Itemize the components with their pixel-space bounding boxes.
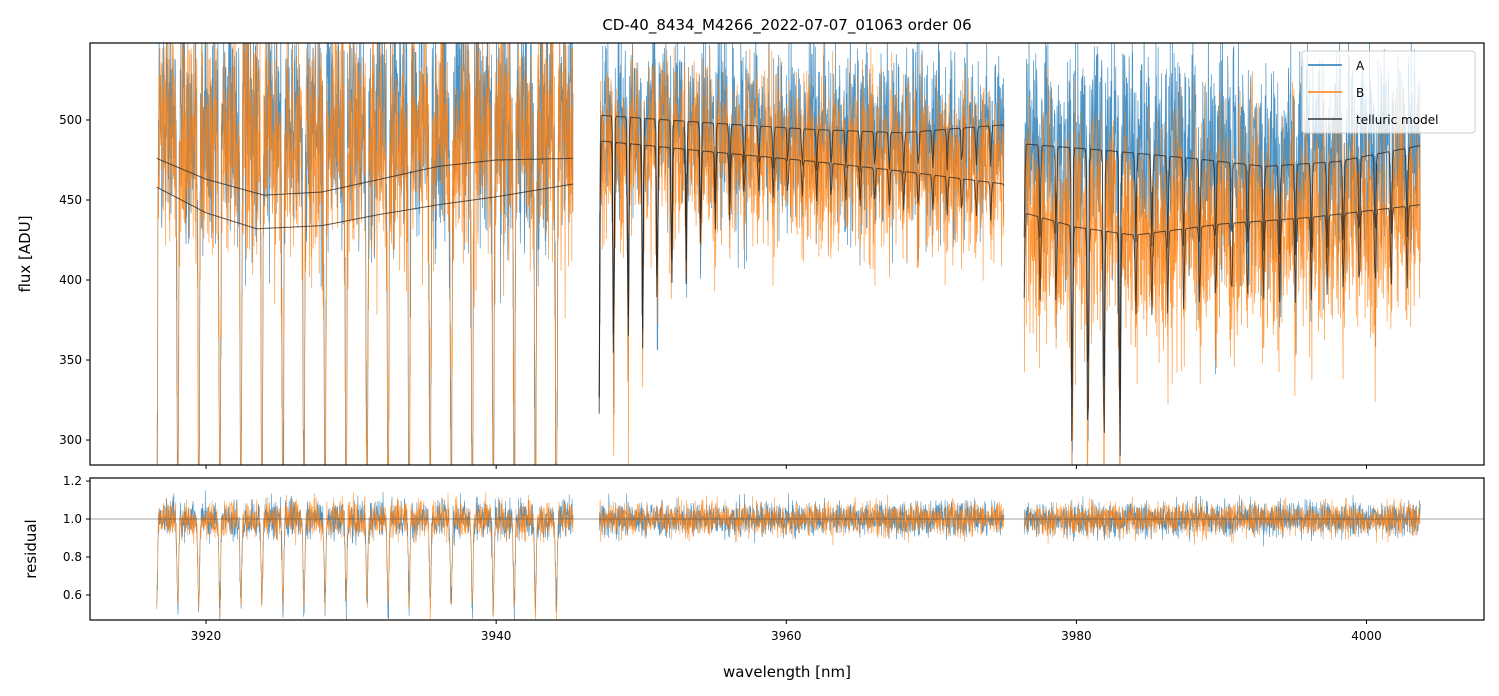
legend-label-a: A: [1356, 59, 1365, 73]
y-axis-label-top: flux [ADU]: [16, 215, 34, 292]
residual-line-b-segment-1: [156, 491, 574, 620]
x-tick-label-3960: 3960: [771, 629, 802, 643]
y-tick-label-bottom-1.2: 1.2: [63, 474, 82, 488]
x-tick-label-3920: 3920: [191, 629, 222, 643]
residual-line-b-segment-3: [1023, 496, 1421, 545]
residual-line-b-segment-2: [598, 494, 1005, 546]
flux-line-b-segment-2: [598, 43, 1005, 465]
y-axis-label-bottom: residual: [22, 519, 40, 578]
residual-panel-frame: [89, 477, 1485, 621]
flux-line-a-segment-1: [156, 43, 574, 465]
x-tick-label-3980: 3980: [1061, 629, 1092, 643]
flux-line-b-segment-1: [157, 43, 574, 465]
y-tick-label-top-300: 300: [59, 433, 82, 447]
telluric-model-b-segment-1: [156, 183, 574, 230]
legend: A B telluric model: [1301, 50, 1476, 134]
y-tick-label-top-350: 350: [59, 353, 82, 367]
telluric-model-a-segment-2: [598, 114, 1005, 397]
flux-panel-data: [156, 43, 1421, 465]
flux-panel-frame: [89, 42, 1485, 466]
legend-label-model: telluric model: [1356, 113, 1438, 127]
y-tick-label-top-500: 500: [59, 113, 82, 127]
telluric-model-b-segment-3: [1023, 204, 1421, 456]
x-tick-label-3940: 3940: [481, 629, 512, 643]
y-tick-label-bottom-0.8: 0.8: [63, 550, 82, 564]
telluric-model-a-segment-3: [1023, 143, 1421, 401]
y-tick-label-top-450: 450: [59, 193, 82, 207]
y-tick-label-bottom-1: 1.0: [63, 512, 82, 526]
telluric-model-b-segment-2: [598, 140, 1005, 414]
x-axis-label: wavelength [nm]: [723, 663, 851, 681]
legend-label-b: B: [1356, 86, 1364, 100]
y-tick-label-top-400: 400: [59, 273, 82, 287]
y-tick-label-bottom-0.6: 0.6: [63, 588, 82, 602]
chart-title: CD-40_8434_M4266_2022-07-07_01063 order …: [602, 16, 971, 35]
residual-panel-data: [90, 490, 1484, 620]
telluric-model-a-segment-1: [156, 157, 573, 196]
x-tick-label-4000: 4000: [1351, 629, 1382, 643]
